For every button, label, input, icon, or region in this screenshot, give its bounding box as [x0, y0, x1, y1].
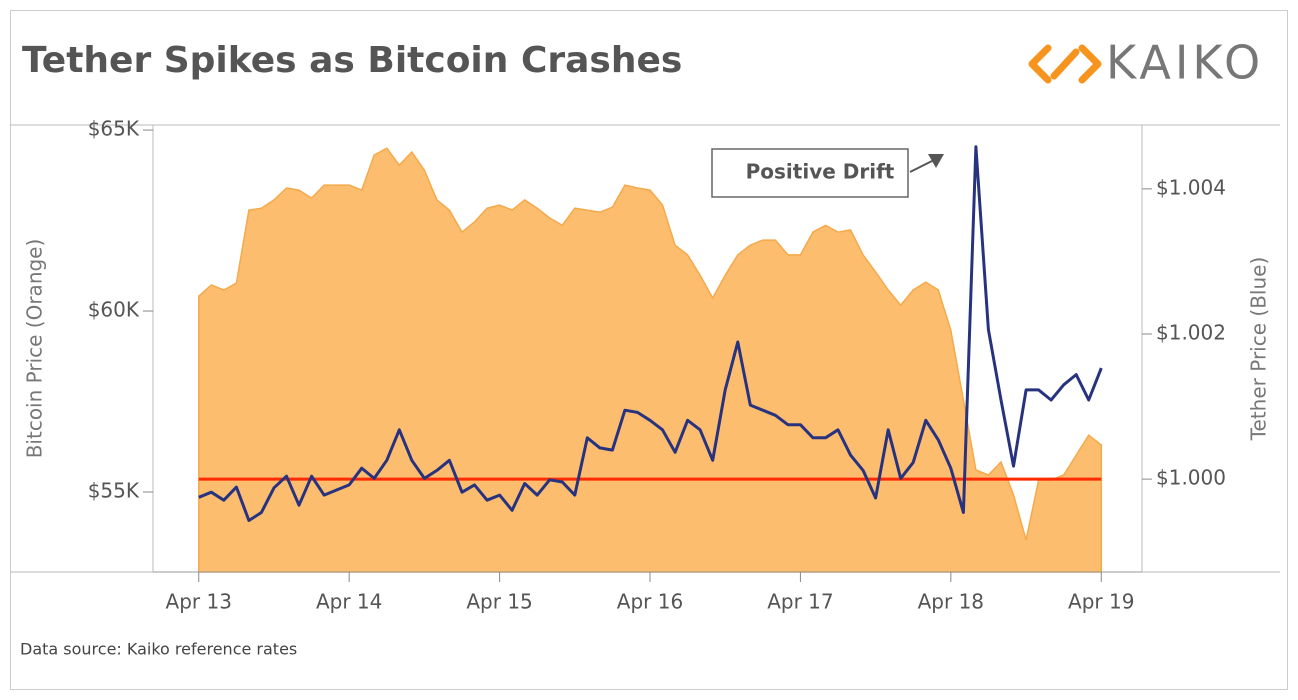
area [198, 147, 1103, 573]
chart-title: Tether Spikes as Bitcoin Crashes [22, 40, 682, 81]
x-tick-label: Apr 18 [918, 590, 984, 614]
y2-tick-label: $1.004 [1156, 175, 1226, 199]
x-tick-label: Apr 14 [316, 590, 382, 614]
annotation-arrowhead [928, 154, 944, 168]
y-tick-label: $60K [88, 298, 140, 322]
y2-tick-label: $1.002 [1156, 320, 1226, 344]
annotation-box [711, 148, 909, 198]
x-tick-label: Apr 13 [166, 590, 232, 614]
source-note: Data source: Kaiko reference rates [20, 640, 297, 659]
plot-layer [198, 145, 1103, 573]
x-tick-label: Apr 19 [1068, 590, 1134, 614]
x-tick-label: Apr 17 [767, 590, 833, 614]
line [198, 145, 1103, 522]
y2-axis-title: Tether Price (Blue) [1247, 257, 1271, 442]
y-tick-label: $65K [88, 117, 140, 141]
x-tick-label: Apr 16 [617, 590, 683, 614]
y-tick-label: $55K [88, 479, 140, 503]
annotation-text: Positive Drift [746, 160, 895, 184]
annotation-arrow [909, 159, 935, 173]
x-tick-label: Apr 15 [466, 590, 532, 614]
y-axis-title: Bitcoin Price (Orange) [23, 239, 47, 459]
logo-text: KAIKO [1106, 36, 1264, 90]
y2-tick-label: $1.000 [1156, 466, 1226, 490]
logo-icon [1028, 44, 1102, 84]
